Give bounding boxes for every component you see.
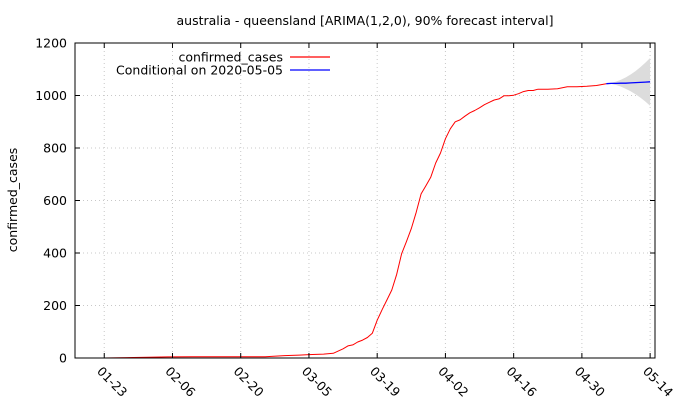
- x-tick-label: 05-14: [640, 364, 676, 400]
- legend-label: confirmed_cases: [178, 50, 283, 65]
- x-tick-label: 03-05: [299, 364, 335, 400]
- x-tick-label: 04-30: [572, 364, 608, 400]
- series-line-conditional-on-2020-05-05: [606, 81, 651, 85]
- x-tick-label: 03-19: [367, 364, 403, 400]
- x-tick-label: 02-20: [231, 364, 267, 400]
- legend-label: Conditional on 2020-05-05: [116, 63, 283, 78]
- y-tick-label: 200: [43, 298, 67, 313]
- y-axis-label: confirmed_cases: [5, 148, 20, 253]
- x-tick-label: 01-23: [94, 364, 130, 400]
- y-tick-label: 0: [59, 351, 67, 366]
- forecast-interval-band: [606, 58, 651, 106]
- x-tick-label: 04-02: [435, 364, 471, 400]
- grid: [75, 43, 655, 358]
- chart-title: australia - queensland [ARIMA(1,2,0), 90…: [177, 13, 554, 28]
- y-tick-label: 800: [43, 141, 67, 156]
- y-tick-label: 400: [43, 246, 67, 261]
- y-tick-label: 1000: [35, 88, 67, 103]
- y-tick-label: 600: [43, 193, 67, 208]
- series-line-confirmed-cases: [104, 83, 607, 359]
- y-tick-label: 1200: [35, 36, 67, 51]
- x-tick-label: 04-16: [504, 364, 540, 400]
- series-lines: [104, 81, 651, 359]
- x-axis: 01-23 02-06 02-20 03-05 03-19 04-02 04-16 04-30…: [94, 43, 676, 400]
- x-tick-label: 02-06: [162, 364, 198, 400]
- y-axis: 0 200 400 600 800 1000 1200: [35, 36, 655, 366]
- forecast-interval-area: [606, 58, 651, 106]
